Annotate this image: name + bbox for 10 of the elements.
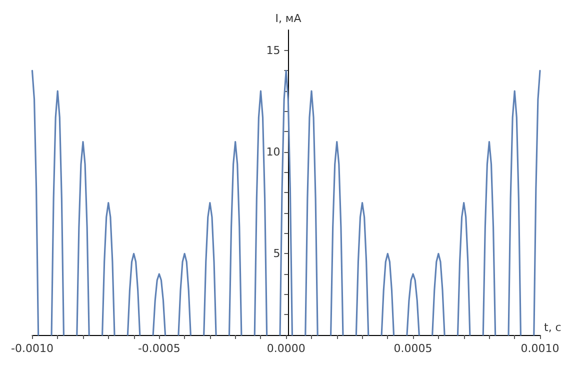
x-tick-label: 0.0000 — [266, 342, 306, 355]
y-tick-label: 10 — [266, 146, 280, 158]
y-tick-label: 15 — [266, 44, 280, 57]
x-tick-label: -0.0010 — [10, 342, 54, 355]
x-axis-title: t, с — [544, 321, 562, 334]
y-tick-label: 5 — [273, 247, 280, 260]
x-tick-label: 0.0005 — [394, 342, 432, 355]
y-axis-title: I, мА — [275, 12, 302, 25]
x-tick-label: 0.0010 — [520, 342, 560, 355]
x-tick-label: -0.0005 — [138, 342, 180, 355]
